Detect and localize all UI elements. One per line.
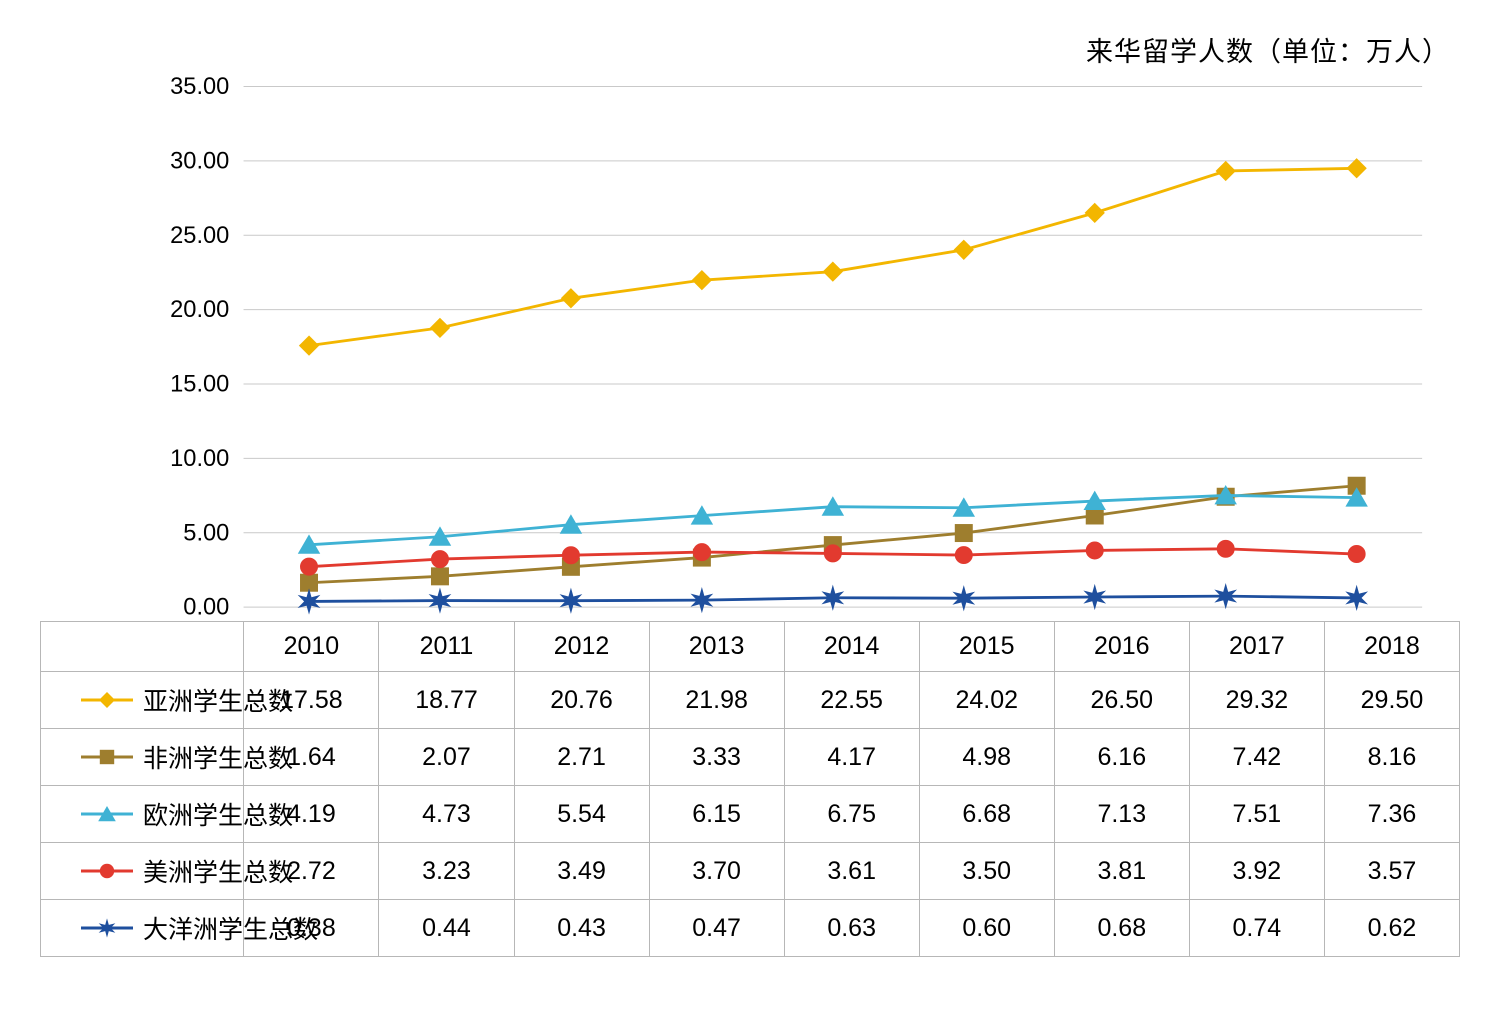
series bbox=[300, 159, 1367, 355]
legend-marker bbox=[81, 690, 133, 710]
data-cell: 2.71 bbox=[514, 729, 649, 786]
chart-container: 0.00 5.00 10.00 15.00 20.00 25.00 30.00 35.00 2… bbox=[40, 77, 1460, 957]
data-cell: 20.76 bbox=[514, 672, 649, 729]
data-cell: 4.98 bbox=[919, 729, 1054, 786]
year-header: 2011 bbox=[379, 622, 514, 672]
svg-text:25.00: 25.00 bbox=[170, 223, 229, 249]
data-cell: 0.43 bbox=[514, 900, 649, 957]
data-cell: 6.75 bbox=[784, 786, 919, 843]
data-cell: 29.32 bbox=[1189, 672, 1324, 729]
svg-text:30.00: 30.00 bbox=[170, 148, 229, 174]
year-header: 2014 bbox=[784, 622, 919, 672]
data-cell: 4.73 bbox=[379, 786, 514, 843]
svg-text:15.00: 15.00 bbox=[170, 372, 229, 398]
year-header: 2018 bbox=[1324, 622, 1459, 672]
data-cell: 0.74 bbox=[1189, 900, 1324, 957]
data-cell: 7.42 bbox=[1189, 729, 1324, 786]
series-name: 非洲学生总数 bbox=[143, 739, 293, 775]
data-cell: 6.16 bbox=[1054, 729, 1189, 786]
data-cell: 0.63 bbox=[784, 900, 919, 957]
data-cell: 21.98 bbox=[649, 672, 784, 729]
svg-text:20.00: 20.00 bbox=[170, 297, 229, 323]
year-header: 2016 bbox=[1054, 622, 1189, 672]
data-cell: 0.68 bbox=[1054, 900, 1189, 957]
table-row: 美洲学生总数2.723.233.493.703.613.503.813.923.… bbox=[41, 843, 1460, 900]
data-cell: 3.57 bbox=[1324, 843, 1459, 900]
data-cell: 0.60 bbox=[919, 900, 1054, 957]
data-cell: 8.16 bbox=[1324, 729, 1459, 786]
data-cell: 3.33 bbox=[649, 729, 784, 786]
svg-text:0.00: 0.00 bbox=[183, 595, 229, 621]
line-chart: 0.00 5.00 10.00 15.00 20.00 25.00 30.00 35.00 bbox=[40, 77, 1460, 621]
data-table: 201020112012201320142015201620172018亚洲学生… bbox=[40, 621, 1460, 957]
series-name: 欧洲学生总数 bbox=[143, 796, 293, 832]
data-cell: 3.70 bbox=[649, 843, 784, 900]
data-cell: 0.47 bbox=[649, 900, 784, 957]
year-header: 2012 bbox=[514, 622, 649, 672]
svg-text:35.00: 35.00 bbox=[170, 77, 229, 100]
data-cell: 7.36 bbox=[1324, 786, 1459, 843]
series-name: 亚洲学生总数 bbox=[143, 682, 293, 718]
series bbox=[299, 585, 1366, 613]
legend-marker bbox=[81, 804, 133, 824]
data-cell: 3.50 bbox=[919, 843, 1054, 900]
series-label-cell: 大洋洲学生总数 bbox=[41, 900, 244, 957]
data-cell: 7.13 bbox=[1054, 786, 1189, 843]
table-row: 大洋洲学生总数0.380.440.430.470.630.600.680.740… bbox=[41, 900, 1460, 957]
data-cell: 5.54 bbox=[514, 786, 649, 843]
data-cell: 24.02 bbox=[919, 672, 1054, 729]
data-cell: 3.92 bbox=[1189, 843, 1324, 900]
data-cell: 3.49 bbox=[514, 843, 649, 900]
table-row: 非洲学生总数1.642.072.713.334.174.986.167.428.… bbox=[41, 729, 1460, 786]
series-label-cell: 欧洲学生总数 bbox=[41, 786, 244, 843]
data-cell: 29.50 bbox=[1324, 672, 1459, 729]
year-header: 2010 bbox=[244, 622, 379, 672]
series bbox=[300, 540, 1365, 575]
legend-marker bbox=[81, 918, 133, 938]
year-header: 2017 bbox=[1189, 622, 1324, 672]
data-cell: 3.61 bbox=[784, 843, 919, 900]
year-header: 2013 bbox=[649, 622, 784, 672]
data-cell: 18.77 bbox=[379, 672, 514, 729]
svg-text:5.00: 5.00 bbox=[183, 520, 229, 546]
data-cell: 4.17 bbox=[784, 729, 919, 786]
data-cell: 0.44 bbox=[379, 900, 514, 957]
table-row: 亚洲学生总数17.5818.7720.7621.9822.5524.0226.5… bbox=[41, 672, 1460, 729]
series-label-cell: 非洲学生总数 bbox=[41, 729, 244, 786]
series-name: 美洲学生总数 bbox=[143, 853, 293, 889]
data-cell: 6.15 bbox=[649, 786, 784, 843]
data-cell: 0.62 bbox=[1324, 900, 1459, 957]
series-label-cell: 亚洲学生总数 bbox=[41, 672, 244, 729]
data-cell: 3.23 bbox=[379, 843, 514, 900]
svg-text:10.00: 10.00 bbox=[170, 446, 229, 472]
legend-marker bbox=[81, 747, 133, 767]
data-cell: 2.07 bbox=[379, 729, 514, 786]
table-row: 欧洲学生总数4.194.735.546.156.756.687.137.517.… bbox=[41, 786, 1460, 843]
table-header-row: 201020112012201320142015201620172018 bbox=[41, 622, 1460, 672]
data-cell: 3.81 bbox=[1054, 843, 1189, 900]
header-empty bbox=[41, 622, 244, 672]
legend-marker bbox=[81, 861, 133, 881]
chart-title: 来华留学人数（单位：万人） bbox=[40, 30, 1460, 69]
data-cell: 22.55 bbox=[784, 672, 919, 729]
data-cell: 6.68 bbox=[919, 786, 1054, 843]
data-cell: 7.51 bbox=[1189, 786, 1324, 843]
series-label-cell: 美洲学生总数 bbox=[41, 843, 244, 900]
data-cell: 26.50 bbox=[1054, 672, 1189, 729]
year-header: 2015 bbox=[919, 622, 1054, 672]
